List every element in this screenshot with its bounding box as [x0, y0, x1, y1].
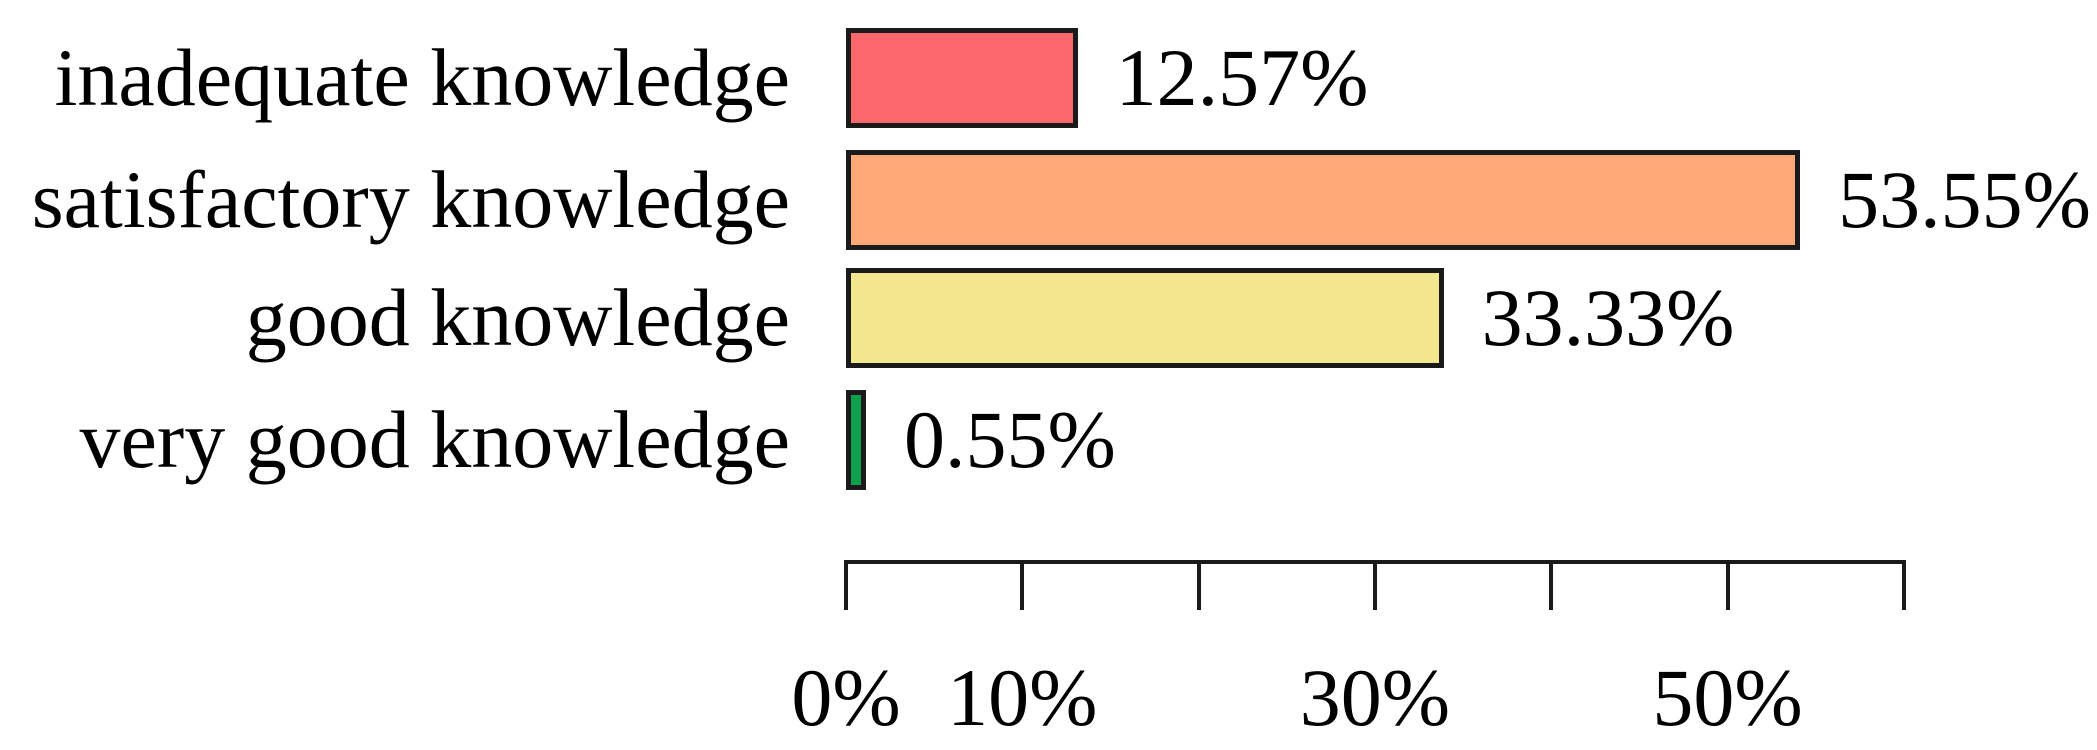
axis-tick	[1196, 560, 1201, 610]
bar	[846, 390, 866, 490]
axis-tick	[1549, 560, 1554, 610]
bar-row: good knowledge 33.33%	[0, 268, 2097, 368]
value-label: 0.55%	[904, 394, 1116, 485]
bar-row: satisfactory knowledge 53.55%	[0, 150, 2097, 250]
bar	[846, 28, 1078, 128]
tick-label: 10%	[947, 652, 1098, 743]
category-label: very good knowledge	[79, 394, 791, 485]
axis-tick	[1725, 560, 1730, 610]
category-label: satisfactory knowledge	[31, 154, 790, 245]
category-label: good knowledge	[245, 272, 790, 363]
bar-row: very good knowledge 0.55%	[0, 390, 2097, 490]
tick-label: 0%	[791, 652, 901, 743]
tick-label: 50%	[1652, 652, 1803, 743]
axis-tick	[1372, 560, 1377, 610]
axis-tick	[844, 560, 848, 610]
category-label: inadequate knowledge	[54, 32, 790, 123]
bar-row: inadequate knowledge 12.57%	[0, 28, 2097, 128]
value-label: 33.33%	[1481, 272, 1735, 363]
value-label: 12.57%	[1115, 32, 1369, 123]
bar	[846, 268, 1444, 368]
tick-label: 30%	[1299, 652, 1451, 743]
axis-tick	[1901, 560, 1906, 610]
bar	[846, 150, 1801, 250]
axis-tick	[1020, 560, 1025, 610]
value-label: 53.55%	[1838, 154, 2091, 245]
